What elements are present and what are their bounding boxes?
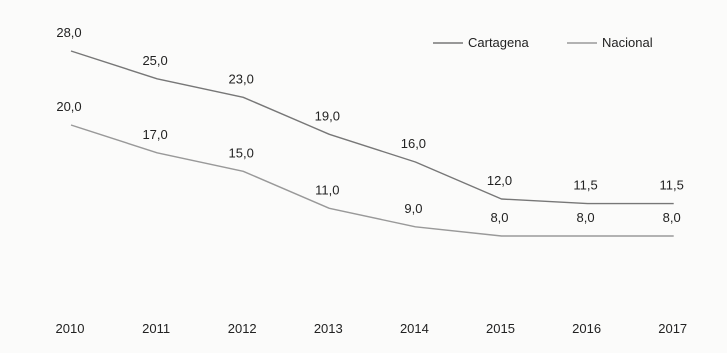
data-label-nacional-2015: 8,0 [490, 210, 508, 225]
legend-label-nacional: Nacional [602, 35, 653, 50]
data-label-cartagena-2016: 11,5 [573, 178, 597, 193]
data-label-cartagena-2017: 11,5 [660, 178, 684, 193]
x-tick-label-2017: 2017 [658, 321, 687, 336]
data-label-cartagena-2010: 28,0 [56, 25, 81, 40]
data-label-nacional-2011: 17,0 [142, 127, 167, 142]
data-label-cartagena-2013: 19,0 [315, 108, 340, 123]
x-tick-label-2015: 2015 [486, 321, 515, 336]
data-label-cartagena-2011: 25,0 [142, 53, 167, 68]
data-label-nacional-2017: 8,0 [663, 210, 681, 225]
legend-label-cartagena: Cartagena [468, 35, 529, 50]
x-axis-tick-labels: 2010 2011 2012 2013 2014 2015 2016 2017 [56, 321, 688, 336]
x-tick-label-2016: 2016 [572, 321, 601, 336]
x-tick-label-2010: 2010 [56, 321, 85, 336]
data-label-nacional-2014: 9,0 [404, 201, 422, 216]
data-labels-layer: 28,0 25,0 23,0 19,0 16,0 12,0 11,5 11,5 20,0 17,0… [56, 25, 684, 225]
x-tick-label-2012: 2012 [228, 321, 257, 336]
x-tick-label-2013: 2013 [314, 321, 343, 336]
series-line-cartagena [70, 50, 674, 205]
legend: Cartagena Nacional [433, 35, 653, 50]
data-label-cartagena-2015: 12,0 [487, 173, 512, 188]
data-label-nacional-2013: 11,0 [315, 182, 339, 197]
data-label-nacional-2012: 15,0 [229, 145, 254, 160]
lines-layer [70, 50, 674, 237]
data-label-cartagena-2012: 23,0 [229, 71, 254, 86]
data-label-nacional-2010: 20,0 [56, 99, 81, 114]
data-label-cartagena-2014: 16,0 [401, 136, 426, 151]
series-line-nacional [70, 124, 674, 237]
x-tick-label-2011: 2011 [142, 321, 170, 336]
data-label-nacional-2016: 8,0 [577, 210, 595, 225]
x-tick-label-2014: 2014 [400, 321, 429, 336]
